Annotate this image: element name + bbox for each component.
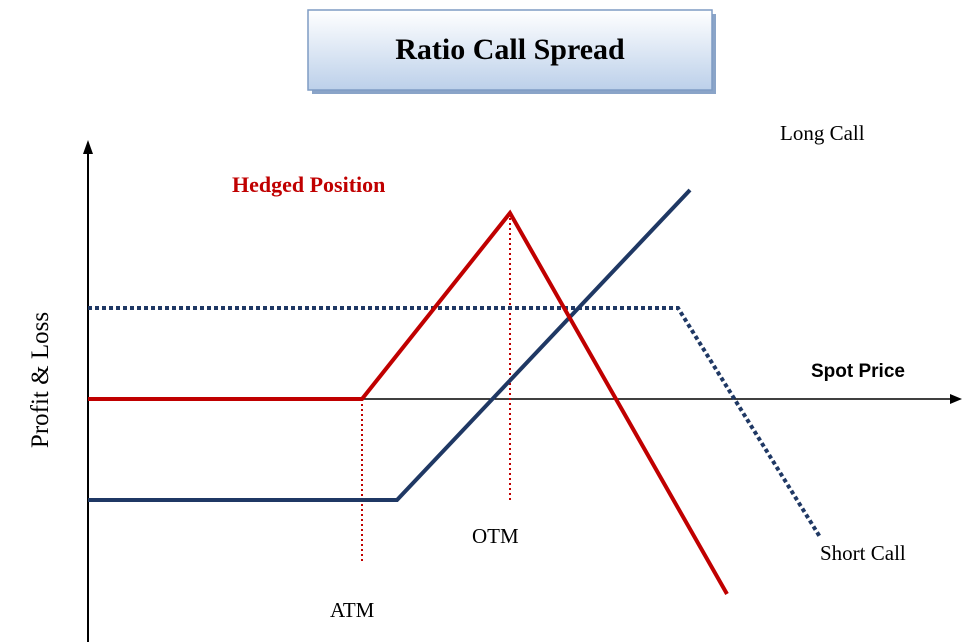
hedged-position-label: Hedged Position [232,172,385,197]
title-box [307,9,713,91]
otm-label: OTM [472,524,519,548]
short-call-line [88,306,822,539]
atm-label: ATM [330,598,375,622]
long-call-line [88,188,692,502]
x-axis-arrow [950,394,962,404]
y-axis-label: Profit & Loss [27,312,54,448]
x-axis-label: Spot Price [811,361,905,382]
hedged-position-line [88,209,729,595]
y-axis-arrow [83,140,93,154]
short-call-label: Short Call [820,541,906,565]
title: Ratio Call Spread [395,33,625,66]
long-call-label: Long Call [780,121,865,145]
